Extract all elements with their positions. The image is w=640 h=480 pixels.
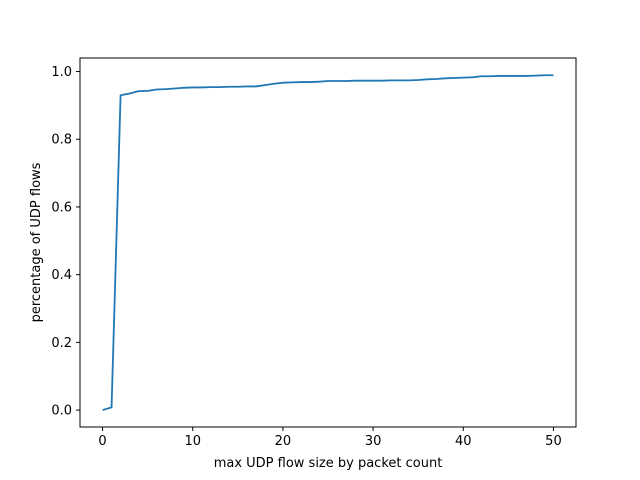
y-tick-label: 1.0 [51, 65, 72, 80]
y-tick-label: 0.4 [51, 268, 72, 283]
x-tick-label: 30 [365, 434, 382, 449]
y-axis-label: percentage of UDP flows [29, 162, 44, 322]
y-tick-label: 0.6 [51, 200, 72, 215]
x-axis-label: max UDP flow size by packet count [214, 456, 443, 471]
x-tick-label: 50 [545, 434, 562, 449]
y-tick-label: 0.0 [51, 404, 72, 419]
x-tick-label: 0 [98, 434, 106, 449]
y-tick-label: 0.8 [51, 133, 72, 148]
series-line [102, 74, 554, 411]
series-layer [102, 74, 554, 411]
y-tick-label: 0.2 [51, 336, 72, 351]
x-tick-label: 20 [275, 434, 292, 449]
plot-frame [79, 57, 577, 428]
x-tick-label: 10 [184, 434, 201, 449]
axis-ticks: 0 10 20 30 40 50 0.0 0.2 0.4 0.6 0.8 1.0 [51, 65, 561, 449]
x-tick-label: 40 [455, 434, 472, 449]
